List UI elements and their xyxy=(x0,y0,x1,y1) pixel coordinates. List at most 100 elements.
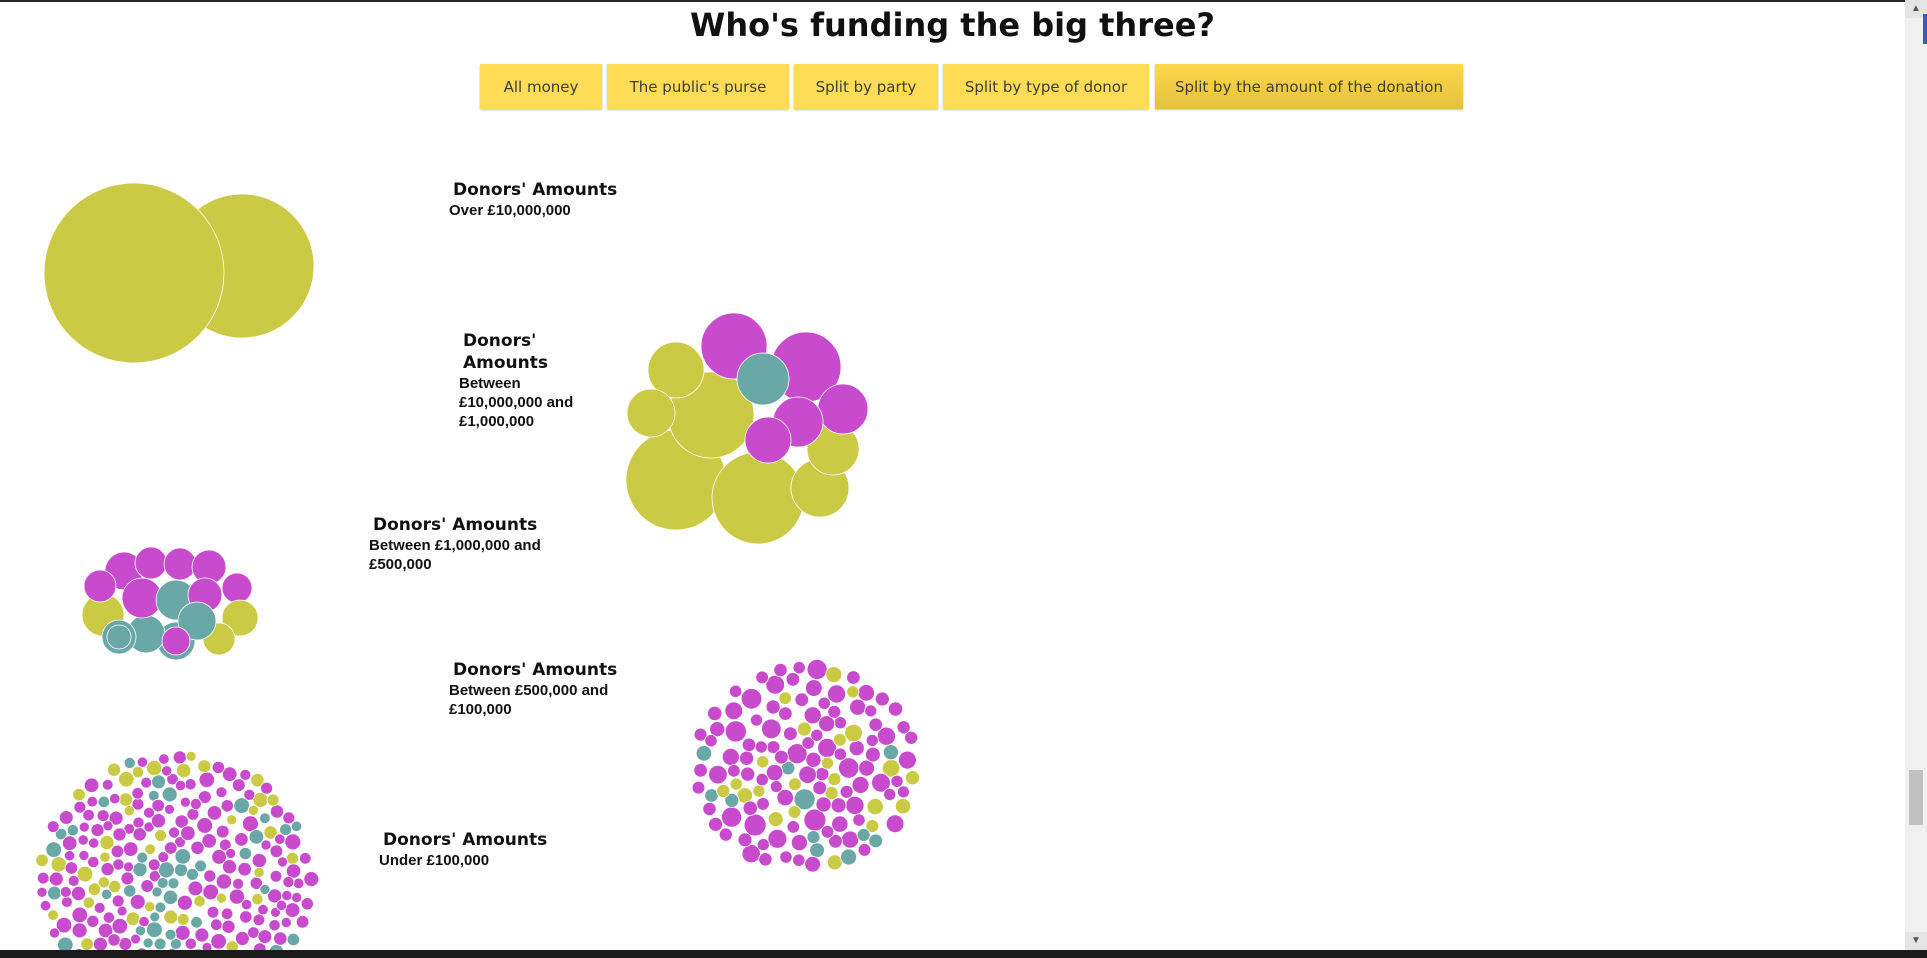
scroll-thumb[interactable] xyxy=(1909,770,1923,825)
donor-bubble-500k-100k[interactable] xyxy=(874,691,890,707)
donor-bubble-under-100k[interactable] xyxy=(82,808,95,822)
donor-bubble-1m-500k[interactable] xyxy=(134,546,168,580)
donor-bubble-under-100k[interactable] xyxy=(82,896,95,909)
donor-bubble-500k-100k[interactable] xyxy=(839,784,854,799)
donor-bubble-500k-100k[interactable] xyxy=(755,670,769,685)
donor-bubble-under-100k[interactable] xyxy=(146,759,163,777)
donor-bubble-under-100k[interactable] xyxy=(164,804,175,815)
donor-bubble-under-100k[interactable] xyxy=(266,793,280,807)
donor-bubble-under-100k[interactable] xyxy=(87,882,102,896)
donor-bubble-500k-100k[interactable] xyxy=(857,684,875,702)
donor-bubble-under-100k[interactable] xyxy=(36,871,50,885)
donor-bubble-500k-100k[interactable] xyxy=(887,701,904,717)
donor-bubble-under-100k[interactable] xyxy=(66,824,80,837)
donor-bubble-under-100k[interactable] xyxy=(87,855,100,869)
donor-bubble-under-100k[interactable] xyxy=(57,936,74,950)
donor-bubble-500k-100k[interactable] xyxy=(801,736,815,750)
donor-bubble-500k-100k[interactable] xyxy=(857,843,872,857)
donor-bubble-under-100k[interactable] xyxy=(247,926,260,939)
donor-bubble-500k-100k[interactable] xyxy=(778,706,793,721)
donor-bubble-under-100k[interactable] xyxy=(220,907,234,921)
donor-bubble-500k-100k[interactable] xyxy=(804,679,823,697)
donor-bubble-under-100k[interactable] xyxy=(248,829,265,845)
donor-bubble-under-100k[interactable] xyxy=(107,762,122,777)
donor-bubble-under-100k[interactable] xyxy=(123,861,134,873)
donor-bubble-500k-100k[interactable] xyxy=(804,855,821,873)
donor-bubble-under-100k[interactable] xyxy=(237,862,252,877)
donor-bubble-under-100k[interactable] xyxy=(111,894,125,908)
donor-bubble-500k-100k[interactable] xyxy=(818,715,836,733)
donor-bubble-500k-100k[interactable] xyxy=(890,774,904,788)
donor-bubble-500k-100k[interactable] xyxy=(841,830,860,849)
donor-bubble-500k-100k[interactable] xyxy=(849,698,867,716)
donor-bubble-500k-100k[interactable] xyxy=(797,721,812,737)
donor-bubble-under-100k[interactable] xyxy=(274,833,286,845)
donor-bubble-500k-100k[interactable] xyxy=(773,662,788,678)
donor-bubble-under-100k[interactable] xyxy=(154,829,167,842)
donor-bubble-under-100k[interactable] xyxy=(101,778,114,791)
donor-bubble-500k-100k[interactable] xyxy=(885,814,905,833)
donor-bubble-under-100k[interactable] xyxy=(180,825,196,841)
donor-bubble-under-100k[interactable] xyxy=(129,894,146,910)
donor-bubble-under-100k[interactable] xyxy=(164,928,177,941)
donor-bubble-under-100k[interactable] xyxy=(269,869,283,883)
donor-bubble-under-100k[interactable] xyxy=(206,805,223,821)
donor-bubble-under-100k[interactable] xyxy=(151,886,163,898)
donor-bubble-500k-100k[interactable] xyxy=(693,727,708,742)
donor-bubble-under-100k[interactable] xyxy=(96,809,110,823)
donor-bubble-under-100k[interactable] xyxy=(118,771,135,788)
donor-bubble-under-100k[interactable] xyxy=(167,877,180,890)
donor-bubble-under-100k[interactable] xyxy=(225,847,237,859)
donor-bubble-500k-100k[interactable] xyxy=(729,777,743,791)
donor-bubble-500k-100k[interactable] xyxy=(783,726,798,741)
donor-bubble-over-10m[interactable] xyxy=(43,182,225,364)
donor-bubble-500k-100k[interactable] xyxy=(821,756,835,770)
donor-bubble-500k-100k[interactable] xyxy=(828,833,843,849)
donor-bubble-500k-100k[interactable] xyxy=(718,827,733,842)
donor-bubble-under-100k[interactable] xyxy=(247,804,259,816)
donor-bubble-500k-100k[interactable] xyxy=(716,783,731,798)
donor-bubble-under-100k[interactable] xyxy=(142,937,154,949)
donor-bubble-under-100k[interactable] xyxy=(144,843,157,855)
donor-bubble-under-100k[interactable] xyxy=(116,905,128,917)
donor-bubble-500k-100k[interactable] xyxy=(727,764,741,778)
vertical-scrollbar[interactable]: ▲ ▼ xyxy=(1905,0,1927,950)
donor-bubble-under-100k[interactable] xyxy=(122,841,139,857)
donor-bubble-500k-100k[interactable] xyxy=(776,788,794,807)
donor-bubble-under-100k[interactable] xyxy=(253,942,267,950)
donor-bubble-500k-100k[interactable] xyxy=(721,748,740,767)
donor-bubble-under-100k[interactable] xyxy=(201,942,213,950)
donor-bubble-under-100k[interactable] xyxy=(299,852,312,865)
donor-bubble-under-100k[interactable] xyxy=(215,892,227,904)
donor-bubble-10m-1m[interactable] xyxy=(817,383,869,435)
donor-bubble-500k-100k[interactable] xyxy=(803,706,822,725)
donor-bubble-under-100k[interactable] xyxy=(140,776,153,789)
donor-bubble-under-100k[interactable] xyxy=(166,772,179,786)
donor-bubble-under-100k[interactable] xyxy=(168,826,181,839)
donor-bubble-under-100k[interactable] xyxy=(125,911,141,926)
donor-bubble-500k-100k[interactable] xyxy=(741,737,757,753)
donor-bubble-500k-100k[interactable] xyxy=(856,828,871,842)
donor-bubble-under-100k[interactable] xyxy=(48,871,64,887)
donor-bubble-500k-100k[interactable] xyxy=(761,718,782,740)
donor-bubble-under-100k[interactable] xyxy=(71,886,87,902)
donor-bubble-500k-100k[interactable] xyxy=(868,833,883,849)
donor-bubble-10m-1m[interactable] xyxy=(736,352,790,406)
donor-bubble-under-100k[interactable] xyxy=(80,937,94,950)
donor-bubble-under-100k[interactable] xyxy=(176,913,190,926)
donor-bubble-500k-100k[interactable] xyxy=(846,685,860,699)
donor-bubble-under-100k[interactable] xyxy=(110,844,125,859)
donor-bubble-under-100k[interactable] xyxy=(164,841,178,855)
donor-bubble-500k-100k[interactable] xyxy=(844,723,863,743)
donor-bubble-under-100k[interactable] xyxy=(179,796,191,808)
donor-bubble-under-100k[interactable] xyxy=(251,852,267,869)
donor-bubble-500k-100k[interactable] xyxy=(739,750,755,766)
donor-bubble-500k-100k[interactable] xyxy=(758,852,773,867)
donor-bubble-under-100k[interactable] xyxy=(197,790,212,804)
donor-bubble-under-100k[interactable] xyxy=(269,804,285,819)
donor-bubble-under-100k[interactable] xyxy=(260,781,274,795)
donor-bubble-under-100k[interactable] xyxy=(46,820,60,833)
donor-bubble-500k-100k[interactable] xyxy=(755,772,769,787)
donor-bubble-500k-100k[interactable] xyxy=(896,720,911,735)
donor-bubble-under-100k[interactable] xyxy=(151,798,165,813)
